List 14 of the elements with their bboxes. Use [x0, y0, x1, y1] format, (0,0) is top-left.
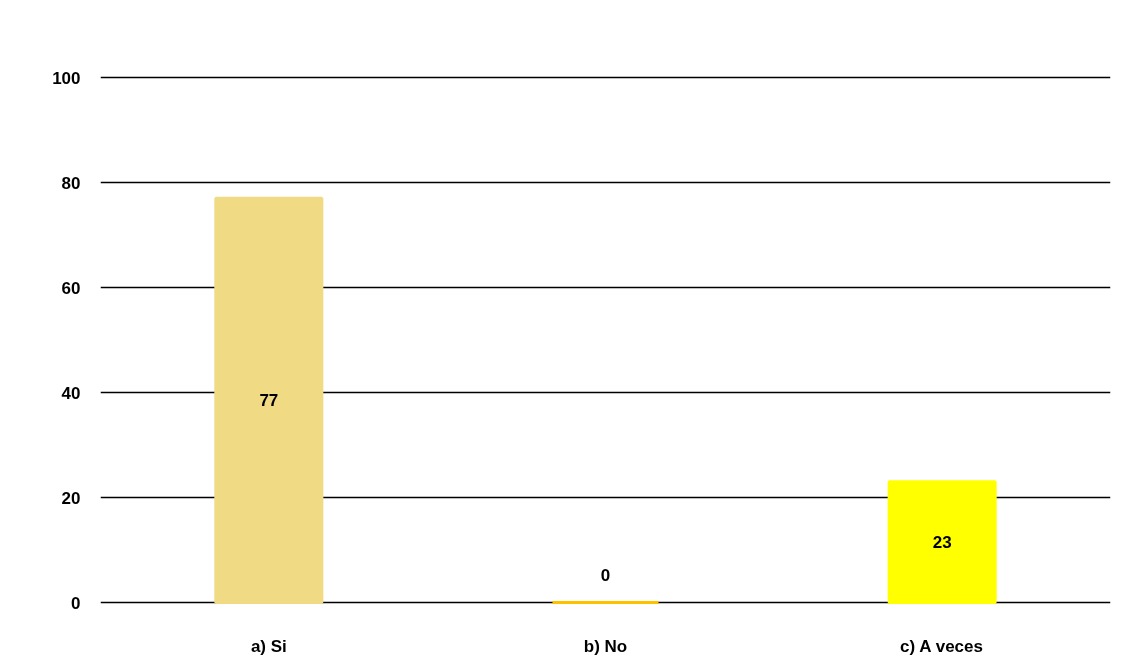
x-tick-label: a) Si: [250, 636, 287, 656]
y-tick-label: 100: [52, 68, 81, 88]
bar: [214, 196, 324, 604]
data-label: 23: [932, 533, 952, 553]
data-label: 77: [259, 391, 279, 411]
y-tick-label: 80: [61, 173, 81, 193]
y-tick-label: 0: [71, 593, 81, 613]
y-tick-label: 60: [61, 278, 81, 298]
bar: [887, 480, 997, 604]
data-label: 0: [600, 565, 611, 585]
y-tick-label: 20: [61, 488, 81, 508]
x-tick-label: c) A veces: [900, 636, 983, 656]
x-tick-label: b) No: [583, 636, 628, 656]
y-tick-label: 40: [61, 383, 81, 403]
